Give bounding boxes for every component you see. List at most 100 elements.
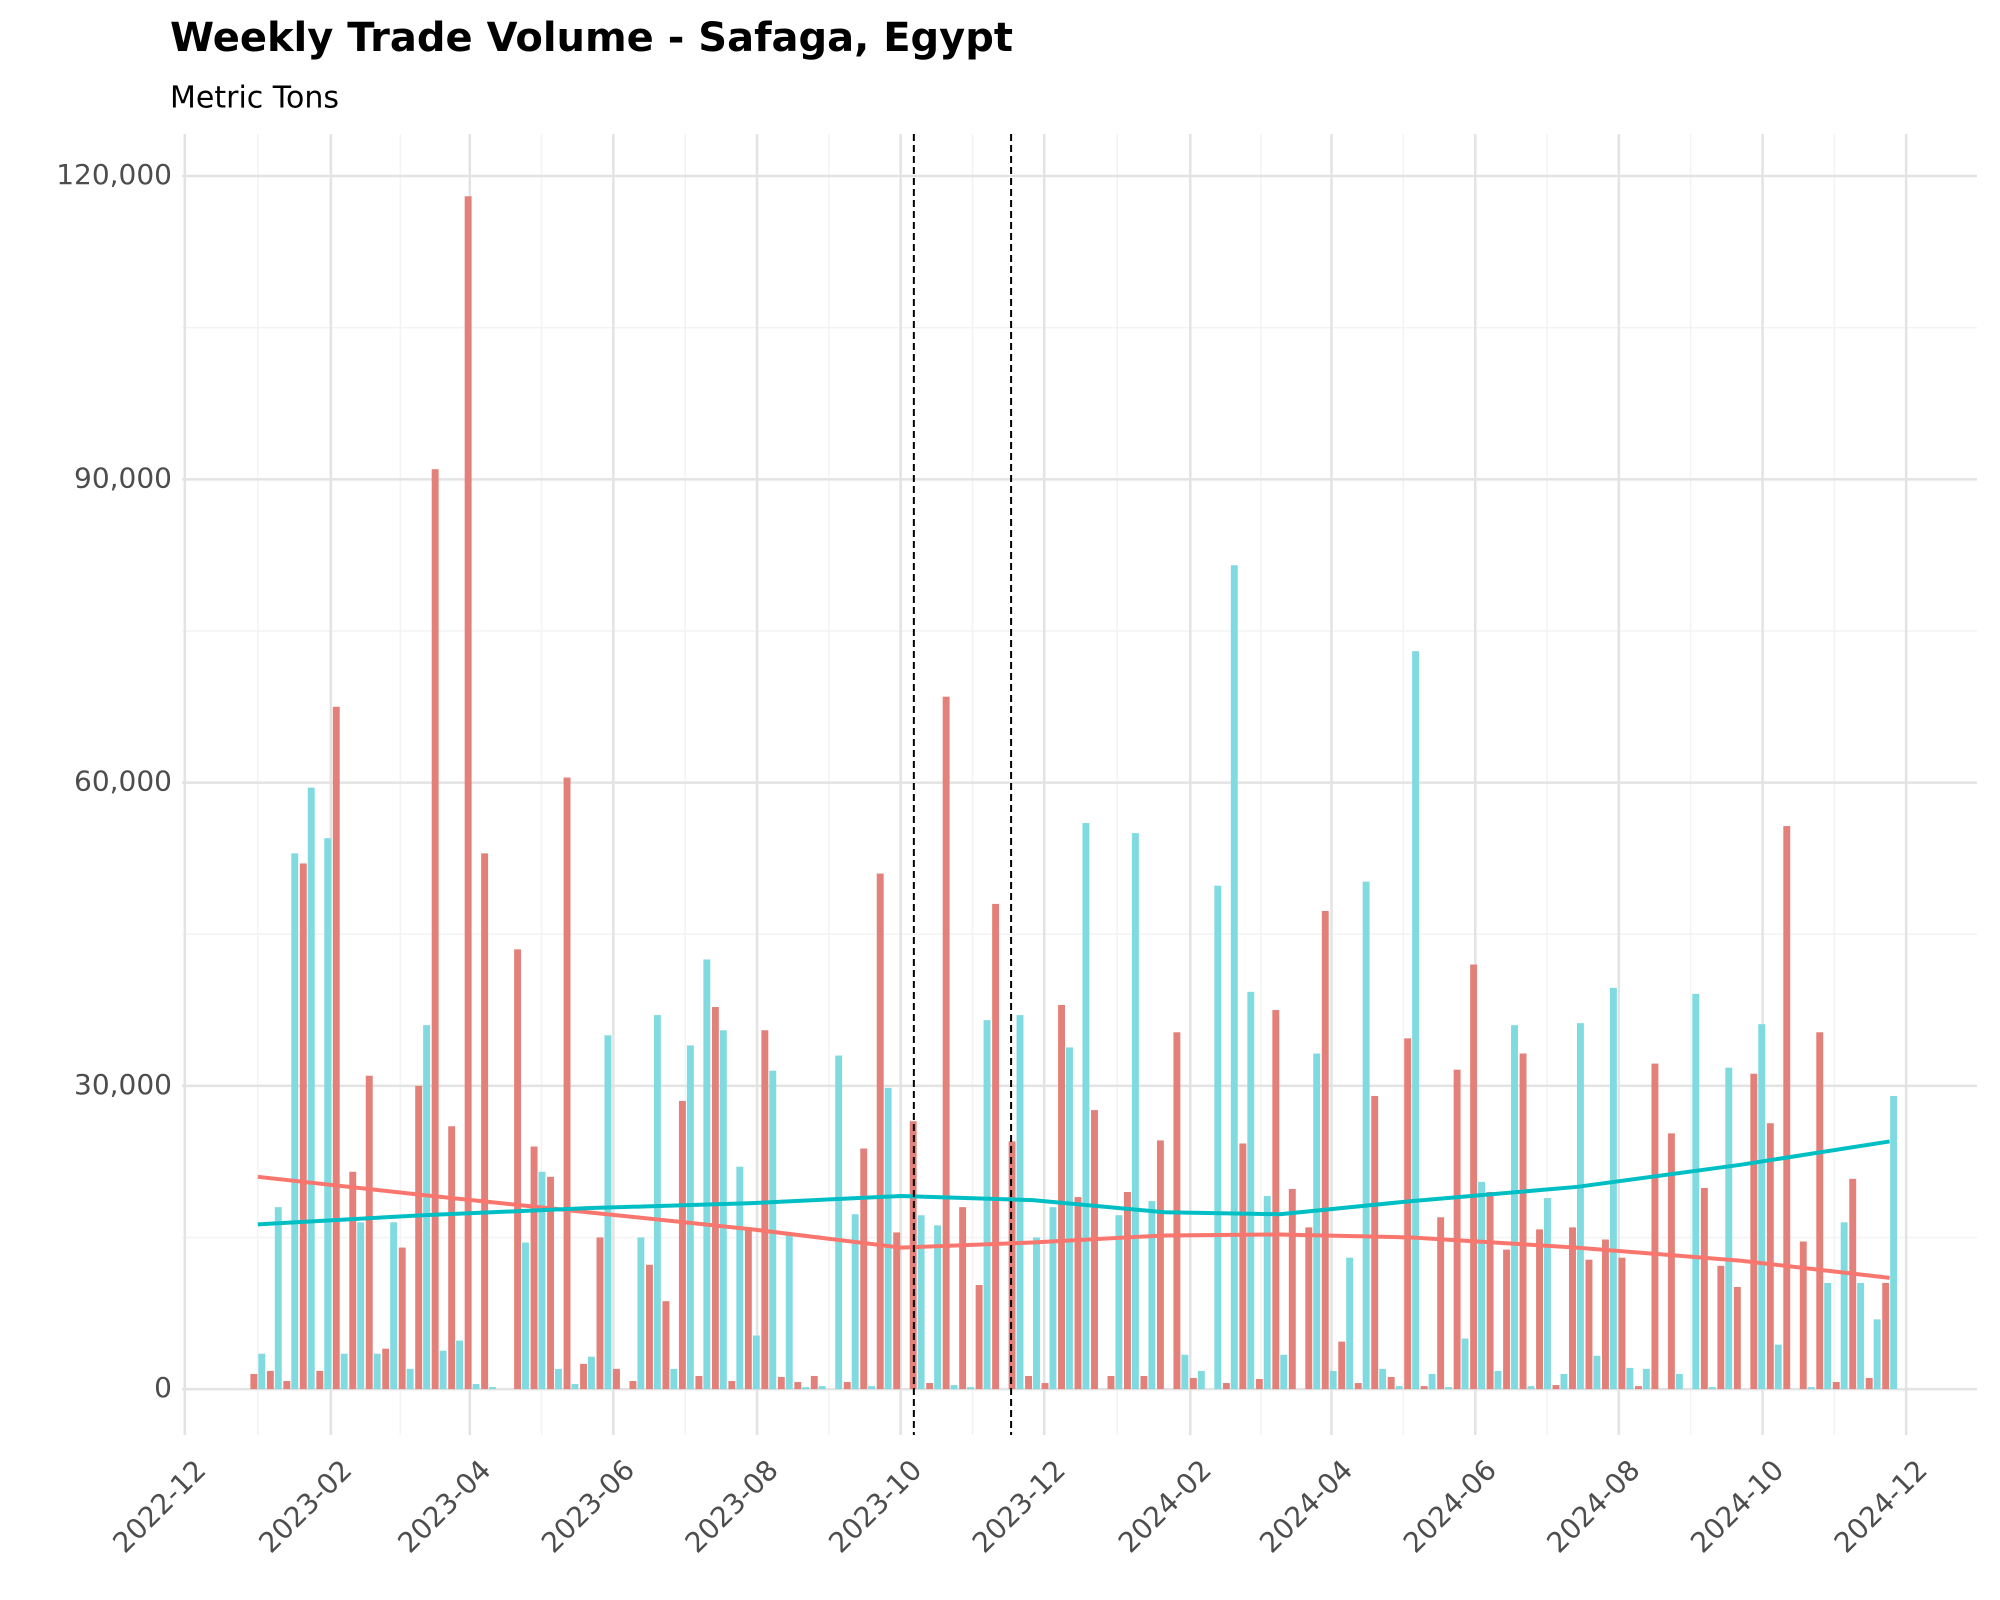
bar <box>868 1386 876 1390</box>
bar <box>1354 1383 1362 1390</box>
bar <box>1197 1370 1205 1390</box>
x-tick-label: 2023-06 <box>535 1453 641 1559</box>
bar <box>555 1368 562 1390</box>
bar <box>415 1085 423 1390</box>
trend-line <box>257 1139 1890 1227</box>
bar <box>340 1353 348 1390</box>
bar <box>1494 1370 1502 1390</box>
bar <box>670 1368 678 1390</box>
bar <box>1783 826 1791 1390</box>
bar <box>1362 881 1370 1390</box>
bar <box>472 1384 480 1390</box>
bar <box>1123 1191 1131 1390</box>
bar <box>613 1368 620 1390</box>
bar <box>1412 651 1420 1390</box>
bar <box>818 1386 826 1390</box>
bar <box>992 903 1000 1390</box>
bar <box>456 1340 464 1390</box>
bar <box>1453 1069 1461 1390</box>
bar <box>283 1381 291 1390</box>
bar <box>1576 1023 1584 1390</box>
bar <box>1486 1191 1494 1390</box>
bar <box>1247 991 1255 1390</box>
bar <box>1115 1215 1123 1390</box>
bar <box>959 1207 967 1390</box>
bar <box>373 1353 381 1390</box>
x-tick-label: 2024-02 <box>1112 1453 1218 1559</box>
bar <box>1816 1032 1824 1390</box>
bar <box>1395 1386 1403 1390</box>
bar <box>1536 1229 1543 1390</box>
bar <box>1437 1217 1445 1390</box>
bar <box>580 1363 587 1390</box>
x-tick-label: 2024-06 <box>1397 1453 1503 1559</box>
bar <box>719 1030 727 1390</box>
bar <box>1602 1239 1609 1390</box>
bar <box>464 196 472 1390</box>
bar <box>752 1335 760 1390</box>
bar <box>1857 1282 1865 1390</box>
bar <box>1758 1024 1766 1390</box>
bar <box>1131 833 1139 1390</box>
bar <box>398 1247 406 1390</box>
bar <box>1091 1110 1098 1390</box>
bar <box>810 1375 818 1390</box>
bar <box>1107 1375 1115 1390</box>
x-tick-label: 2023-12 <box>966 1453 1072 1559</box>
bar <box>563 777 571 1390</box>
y-tick-label: 120,000 <box>56 158 172 191</box>
x-tick-label: 2022-12 <box>106 1453 212 1559</box>
bar <box>695 1375 703 1390</box>
bar <box>1305 1227 1313 1390</box>
bar <box>266 1370 274 1390</box>
bar <box>983 1020 991 1390</box>
bar <box>1329 1370 1337 1390</box>
bar <box>307 787 315 1390</box>
bar <box>324 838 332 1390</box>
bar <box>547 1176 555 1390</box>
bar <box>1074 1197 1082 1390</box>
bar <box>703 959 711 1390</box>
bar <box>274 1207 282 1390</box>
bar <box>448 1126 456 1390</box>
trend-line <box>257 1174 1890 1280</box>
bar <box>1725 1067 1733 1390</box>
bar <box>1552 1385 1560 1390</box>
bar <box>711 1006 719 1390</box>
bar <box>332 706 340 1390</box>
bar <box>1849 1178 1857 1390</box>
bar <box>604 1035 612 1390</box>
bar <box>1807 1387 1815 1390</box>
bar <box>1280 1354 1288 1390</box>
bar <box>884 1087 892 1390</box>
y-tick-label: 60,000 <box>74 765 172 798</box>
bar <box>843 1382 851 1390</box>
bar <box>1148 1201 1156 1390</box>
bar <box>357 1222 365 1390</box>
bar <box>1379 1368 1387 1390</box>
bar <box>1651 1063 1659 1390</box>
x-tick-label: 2024-08 <box>1540 1453 1646 1559</box>
bar <box>629 1381 637 1390</box>
bar <box>1626 1367 1634 1390</box>
bar <box>596 1237 604 1390</box>
bar <box>744 1227 752 1390</box>
bar <box>637 1237 645 1390</box>
bar <box>1140 1375 1148 1390</box>
bar <box>851 1214 859 1390</box>
bar <box>1082 823 1090 1390</box>
bar <box>645 1264 653 1390</box>
bar <box>1824 1282 1832 1390</box>
bar <box>1733 1287 1741 1390</box>
y-tick-label: 90,000 <box>74 461 172 494</box>
x-tick-label: 2023-04 <box>391 1453 497 1559</box>
bar <box>1511 1025 1518 1390</box>
bar <box>1766 1123 1774 1390</box>
bar <box>587 1356 595 1390</box>
bar <box>909 1121 917 1390</box>
bar <box>522 1242 529 1390</box>
bar <box>481 853 489 1390</box>
bar <box>571 1384 579 1390</box>
bar <box>1618 1257 1626 1390</box>
